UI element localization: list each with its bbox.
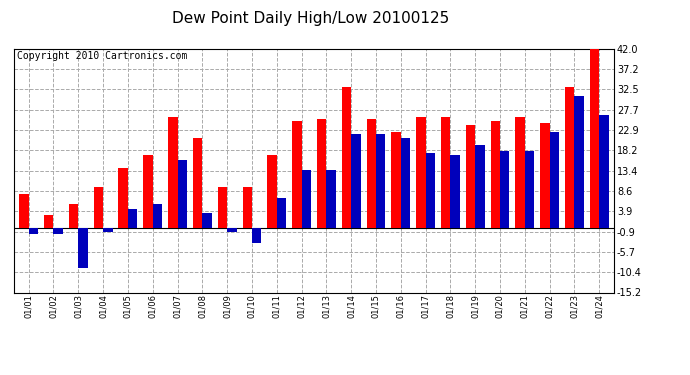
Bar (500, 151, 509, 228)
Bar (515, 117, 525, 228)
Bar (44, 215, 54, 228)
Bar (416, 117, 426, 228)
Bar (366, 119, 376, 228)
Bar (574, 96, 584, 228)
Bar (94, 187, 103, 228)
Bar (152, 204, 162, 228)
Bar (317, 119, 326, 228)
Bar (103, 228, 112, 232)
Bar (475, 145, 484, 228)
Bar (491, 121, 500, 228)
Bar (451, 155, 460, 228)
Bar (168, 117, 177, 228)
Bar (590, 49, 599, 228)
Bar (441, 117, 451, 228)
Bar (119, 168, 128, 228)
Bar (177, 159, 187, 228)
Bar (19, 194, 29, 228)
Bar (540, 123, 550, 228)
Bar (426, 153, 435, 228)
Bar (202, 213, 212, 228)
Bar (54, 228, 63, 234)
Bar (466, 126, 475, 228)
Bar (326, 170, 336, 228)
Bar (599, 115, 609, 228)
Bar (78, 228, 88, 268)
Bar (218, 187, 227, 228)
Bar (144, 155, 152, 228)
Bar (227, 228, 237, 232)
Bar (69, 204, 78, 228)
Bar (525, 151, 534, 228)
Bar (565, 87, 574, 228)
Bar (277, 198, 286, 228)
Bar (342, 87, 351, 228)
Text: Copyright 2010 Cartronics.com: Copyright 2010 Cartronics.com (17, 51, 187, 61)
Bar (29, 228, 38, 234)
Bar (391, 132, 401, 228)
Text: Dew Point Daily High/Low 20100125: Dew Point Daily High/Low 20100125 (172, 11, 449, 26)
Bar (302, 170, 311, 228)
Bar (267, 155, 277, 228)
Bar (252, 228, 262, 243)
Bar (401, 138, 410, 228)
Bar (128, 209, 137, 228)
Bar (292, 121, 302, 228)
Bar (193, 138, 202, 228)
Bar (376, 134, 386, 228)
Bar (550, 132, 559, 228)
Bar (351, 134, 361, 228)
Bar (242, 187, 252, 228)
